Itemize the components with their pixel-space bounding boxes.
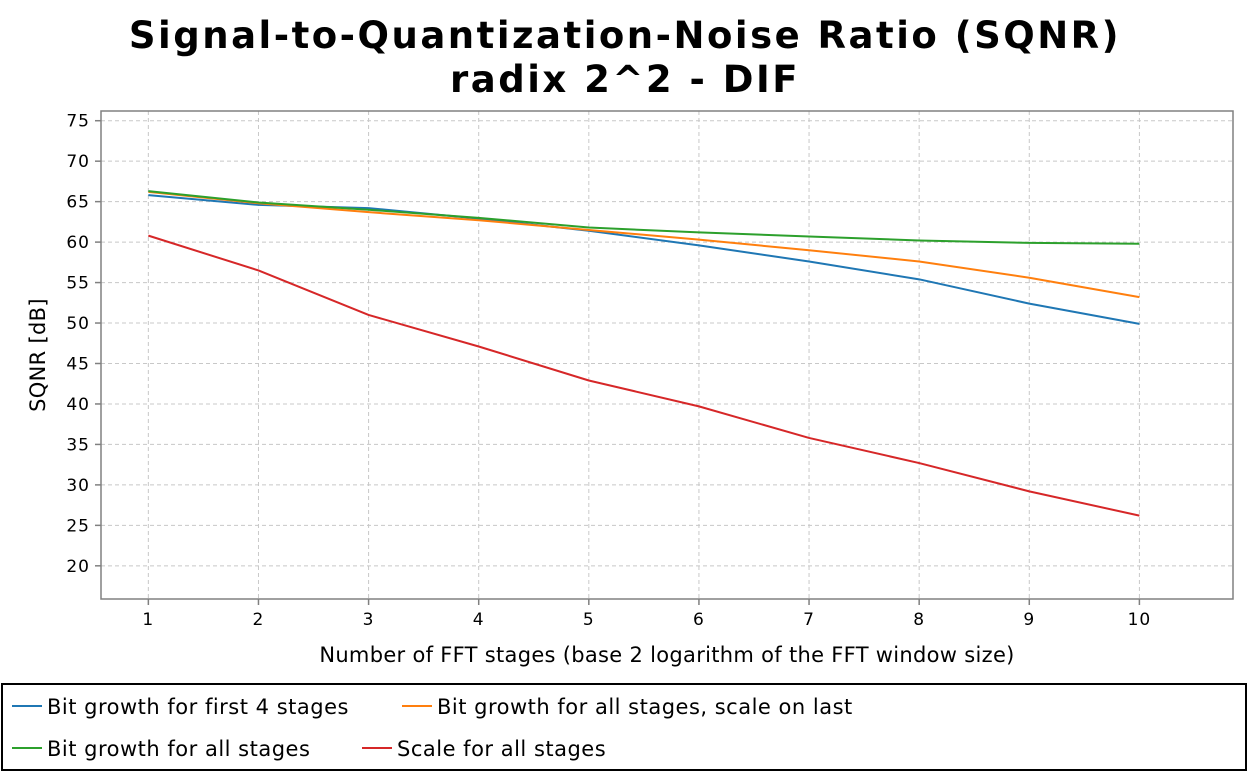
- y-tick-label: 70: [66, 152, 90, 172]
- x-tick-label: 4: [473, 610, 485, 630]
- y-tick-label: 65: [66, 193, 90, 213]
- plot-frame: [100, 110, 1234, 600]
- x-tick-label: 1: [142, 610, 154, 630]
- y-tick-label: 20: [66, 557, 90, 577]
- y-tick-label: 55: [66, 274, 90, 294]
- legend: Bit growth for first 4 stages Bit growth …: [1, 683, 1247, 771]
- y-tick-label: 30: [66, 476, 90, 496]
- legend-label-4: Scale for all stages: [397, 737, 606, 761]
- x-tick-label: 7: [803, 610, 815, 630]
- y-tick-label: 60: [66, 233, 90, 253]
- y-tick-label: 50: [66, 314, 90, 334]
- series-line-2: [148, 190, 1140, 299]
- chart-subtitle: radix 2^2 - DIF: [450, 58, 800, 101]
- y-tick-label: 75: [66, 112, 90, 132]
- x-tick-label: 3: [363, 610, 375, 630]
- x-tick-label: 5: [583, 610, 595, 630]
- series-line-4: [148, 234, 1140, 517]
- series-line-3: [148, 190, 1140, 245]
- chart-title: Signal-to-Quantization-Noise Ratio (SQNR…: [129, 14, 1121, 57]
- legend-items: Bit growth for first 4 stages Bit growth …: [12, 695, 853, 761]
- grid: [101, 111, 1233, 599]
- x-tick-label: 9: [1023, 610, 1035, 630]
- legend-label-1: Bit growth for first 4 stages: [47, 695, 349, 719]
- series-layer: [148, 190, 1140, 517]
- y-tick-label: 45: [66, 354, 90, 374]
- x-tick-label: 2: [253, 610, 265, 630]
- legend-label-2: Bit growth for all stages, scale on last: [437, 695, 853, 719]
- x-axis: 1 2 3 4 5 6 7 8 9 10: [142, 599, 1152, 630]
- y-tick-label: 40: [66, 395, 90, 415]
- plot-background: [101, 111, 1233, 599]
- legend-label-3: Bit growth for all stages: [47, 737, 310, 761]
- x-tick-label: 8: [913, 610, 925, 630]
- legend-box: [1, 683, 1247, 771]
- x-tick-label: 10: [1128, 610, 1152, 630]
- y-axis: 20 25 30 35 40 45 50 55 60 65 70 75: [66, 112, 101, 577]
- y-tick-label: 25: [66, 516, 90, 536]
- x-axis-label: Number of FFT stages (base 2 logarithm o…: [319, 643, 1014, 667]
- y-tick-label: 35: [66, 435, 90, 455]
- y-axis-label: SQNR [dB]: [26, 298, 50, 412]
- x-tick-label: 6: [693, 610, 705, 630]
